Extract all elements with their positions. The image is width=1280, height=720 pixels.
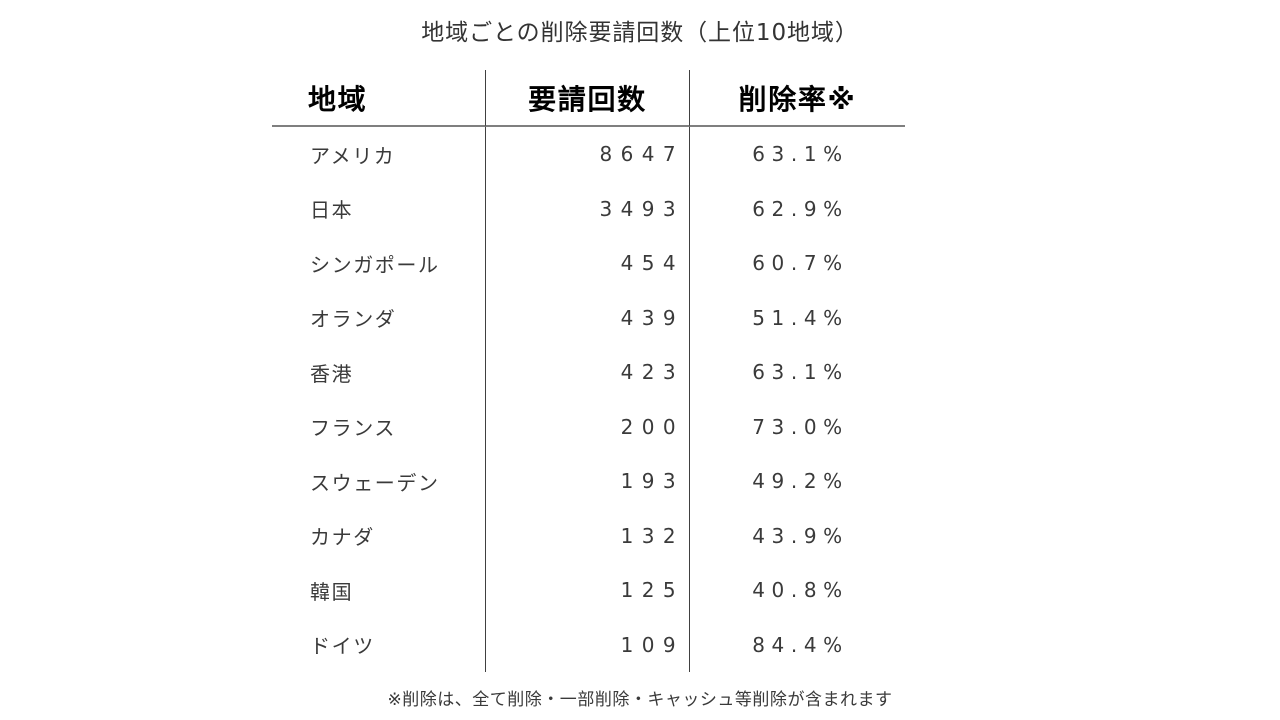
cell-removal-rate: 60.7% [752, 251, 849, 276]
cell-removal-rate: 51.4% [752, 305, 849, 330]
cell-region: 韓国 [310, 579, 354, 604]
cell-removal-rate: 49.2% [752, 469, 849, 494]
cell-region: スウェーデン [310, 470, 440, 495]
cell-requests: 200 [485, 399, 690, 454]
cell-removal-rate: 63.1% [752, 142, 849, 167]
cell-removal-rate: 43.9% [752, 523, 849, 548]
cell-region: 日本 [310, 198, 354, 223]
removal-requests-table: 地域 要請回数 削除率※ アメリカ 8647 63.1% 日本 3493 62.9% シンガ… [272, 70, 905, 672]
cell-requests: 439 [485, 290, 690, 345]
cell-requests: 109 [485, 617, 690, 672]
cell-removal-rate: 84.4% [752, 632, 849, 657]
cell-region: カナダ [310, 525, 375, 550]
cell-requests: 454 [485, 236, 690, 291]
cell-requests: 8647 [485, 127, 690, 182]
cell-region: ドイツ [310, 634, 375, 659]
cell-requests: 132 [485, 508, 690, 563]
page-title: 地域ごとの削除要請回数（上位10地域） [421, 20, 859, 46]
cell-removal-rate: 62.9% [752, 196, 849, 221]
cell-requests: 125 [485, 563, 690, 618]
cell-removal-rate: 73.0% [752, 414, 849, 439]
column-header-region: 地域 [272, 70, 485, 127]
column-header-requests: 要請回数 [485, 70, 690, 127]
cell-region: オランダ [310, 307, 397, 332]
cell-removal-rate: 63.1% [752, 360, 849, 385]
cell-region: シンガポール [310, 252, 440, 277]
cell-region: アメリカ [310, 143, 396, 168]
cell-removal-rate: 40.8% [752, 578, 849, 603]
footnote: ※削除は、全て削除・一部削除・キャッシュ等削除が含まれます [387, 690, 893, 710]
cell-requests: 3493 [485, 181, 690, 236]
cell-requests: 193 [485, 454, 690, 509]
cell-requests: 423 [485, 345, 690, 400]
cell-region: 香港 [310, 361, 354, 386]
cell-region: フランス [310, 416, 396, 441]
column-header-removal-rate: 削除率※ [690, 70, 905, 127]
